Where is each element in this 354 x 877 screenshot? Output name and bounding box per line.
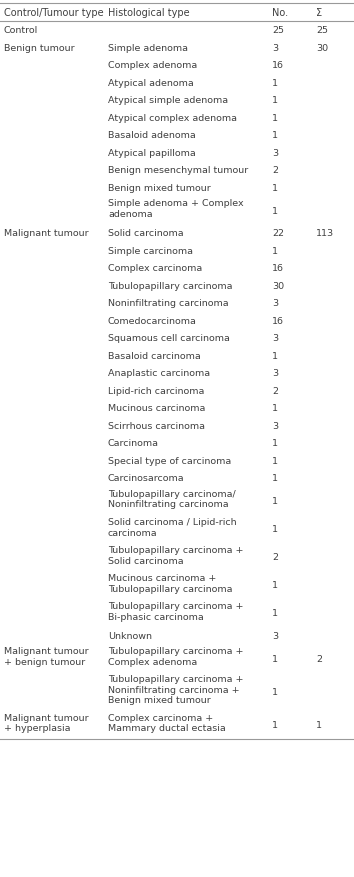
Text: Malignant tumour: Malignant tumour — [4, 646, 88, 656]
Text: 3: 3 — [272, 369, 278, 378]
Text: Mucinous carcinoma: Mucinous carcinoma — [108, 403, 205, 413]
Text: 2: 2 — [316, 653, 322, 663]
Text: 16: 16 — [272, 317, 284, 325]
Text: 30: 30 — [316, 44, 328, 53]
Text: 22: 22 — [272, 229, 284, 238]
Text: Anaplastic carcinoma: Anaplastic carcinoma — [108, 369, 210, 378]
Text: 25: 25 — [316, 26, 328, 35]
Text: Mammary ductal ectasia: Mammary ductal ectasia — [108, 724, 226, 732]
Text: Malignant tumour: Malignant tumour — [4, 229, 88, 238]
Text: Solid carcinoma / Lipid-rich: Solid carcinoma / Lipid-rich — [108, 517, 236, 526]
Text: Tubulopapillary carcinoma: Tubulopapillary carcinoma — [108, 282, 233, 290]
Text: Noninfiltrating carcinoma: Noninfiltrating carcinoma — [108, 299, 229, 308]
Text: Malignant tumour: Malignant tumour — [4, 713, 88, 722]
Text: 1: 1 — [272, 581, 278, 589]
Text: Complex carcinoma: Complex carcinoma — [108, 264, 202, 273]
Text: Solid carcinoma: Solid carcinoma — [108, 556, 184, 565]
Text: Lipid-rich carcinoma: Lipid-rich carcinoma — [108, 386, 204, 396]
Text: Atypical adenoma: Atypical adenoma — [108, 79, 194, 88]
Text: 1: 1 — [272, 206, 278, 215]
Text: Σ: Σ — [316, 8, 322, 18]
Text: Tubulopapillary carcinoma +: Tubulopapillary carcinoma + — [108, 674, 244, 684]
Text: 1: 1 — [272, 114, 278, 123]
Text: 1: 1 — [272, 131, 278, 140]
Text: Simple adenoma + Complex: Simple adenoma + Complex — [108, 199, 244, 208]
Text: Simple adenoma: Simple adenoma — [108, 44, 188, 53]
Text: 1: 1 — [272, 96, 278, 105]
Text: Noninfiltrating carcinoma +: Noninfiltrating carcinoma + — [108, 685, 240, 695]
Text: 3: 3 — [272, 148, 278, 158]
Text: Atypical simple adenoma: Atypical simple adenoma — [108, 96, 228, 105]
Text: 1: 1 — [272, 720, 278, 729]
Text: Special type of carcinoma: Special type of carcinoma — [108, 456, 231, 465]
Text: 3: 3 — [272, 334, 278, 343]
Text: adenoma: adenoma — [108, 210, 153, 218]
Text: Comedocarcinoma: Comedocarcinoma — [108, 317, 197, 325]
Text: 1: 1 — [316, 720, 322, 729]
Text: 16: 16 — [272, 264, 284, 273]
Text: 3: 3 — [272, 44, 278, 53]
Text: 16: 16 — [272, 61, 284, 70]
Text: 30: 30 — [272, 282, 284, 290]
Text: Carcinosarcoma: Carcinosarcoma — [108, 474, 185, 482]
Text: carcinoma: carcinoma — [108, 528, 158, 537]
Text: Simple carcinoma: Simple carcinoma — [108, 246, 193, 255]
Text: Tubulopapillary carcinoma +: Tubulopapillary carcinoma + — [108, 602, 244, 610]
Text: Tubulopapillary carcinoma/: Tubulopapillary carcinoma/ — [108, 489, 236, 498]
Text: + benign tumour: + benign tumour — [4, 657, 85, 667]
Text: Histological type: Histological type — [108, 8, 190, 18]
Text: 1: 1 — [272, 496, 278, 505]
Text: Bi-phasic carcinoma: Bi-phasic carcinoma — [108, 612, 204, 621]
Text: 1: 1 — [272, 609, 278, 617]
Text: 1: 1 — [272, 79, 278, 88]
Text: Atypical papilloma: Atypical papilloma — [108, 148, 196, 158]
Text: 1: 1 — [272, 352, 278, 360]
Text: + hyperplasia: + hyperplasia — [4, 724, 70, 732]
Text: Tubulopapillary carcinoma +: Tubulopapillary carcinoma + — [108, 545, 244, 554]
Text: Mucinous carcinoma +: Mucinous carcinoma + — [108, 574, 216, 582]
Text: 1: 1 — [272, 183, 278, 193]
Text: Complex adenoma: Complex adenoma — [108, 657, 197, 667]
Text: Benign tumour: Benign tumour — [4, 44, 75, 53]
Text: Carcinoma: Carcinoma — [108, 438, 159, 448]
Text: Benign mixed tumour: Benign mixed tumour — [108, 695, 211, 705]
Text: 1: 1 — [272, 456, 278, 465]
Text: 3: 3 — [272, 299, 278, 308]
Text: 1: 1 — [272, 438, 278, 448]
Text: Benign mesenchymal tumour: Benign mesenchymal tumour — [108, 166, 248, 175]
Text: 1: 1 — [272, 474, 278, 482]
Text: 113: 113 — [316, 229, 334, 238]
Text: 1: 1 — [272, 246, 278, 255]
Text: Scirrhous carcinoma: Scirrhous carcinoma — [108, 421, 205, 431]
Text: Basaloid carcinoma: Basaloid carcinoma — [108, 352, 201, 360]
Text: Complex carcinoma +: Complex carcinoma + — [108, 713, 213, 722]
Text: 2: 2 — [272, 166, 278, 175]
Text: Noninfiltrating carcinoma: Noninfiltrating carcinoma — [108, 500, 229, 509]
Text: Squamous cell carcinoma: Squamous cell carcinoma — [108, 334, 230, 343]
Text: 3: 3 — [272, 631, 278, 640]
Text: Unknown: Unknown — [108, 631, 152, 640]
Text: 1: 1 — [272, 403, 278, 413]
Text: 1: 1 — [272, 524, 278, 533]
Text: Tubulopapillary carcinoma +: Tubulopapillary carcinoma + — [108, 646, 244, 656]
Text: Basaloid adenoma: Basaloid adenoma — [108, 131, 196, 140]
Text: Atypical complex adenoma: Atypical complex adenoma — [108, 114, 237, 123]
Text: 2: 2 — [272, 553, 278, 561]
Text: Complex adenoma: Complex adenoma — [108, 61, 197, 70]
Text: 25: 25 — [272, 26, 284, 35]
Text: 2: 2 — [272, 386, 278, 396]
Text: 1: 1 — [272, 687, 278, 696]
Text: Control/Tumour type: Control/Tumour type — [4, 8, 104, 18]
Text: 1: 1 — [272, 653, 278, 663]
Text: Tubulopapillary carcinoma: Tubulopapillary carcinoma — [108, 584, 233, 593]
Text: No.: No. — [272, 8, 288, 18]
Text: Solid carcinoma: Solid carcinoma — [108, 229, 184, 238]
Text: Control: Control — [4, 26, 38, 35]
Text: 3: 3 — [272, 421, 278, 431]
Text: Benign mixed tumour: Benign mixed tumour — [108, 183, 211, 193]
